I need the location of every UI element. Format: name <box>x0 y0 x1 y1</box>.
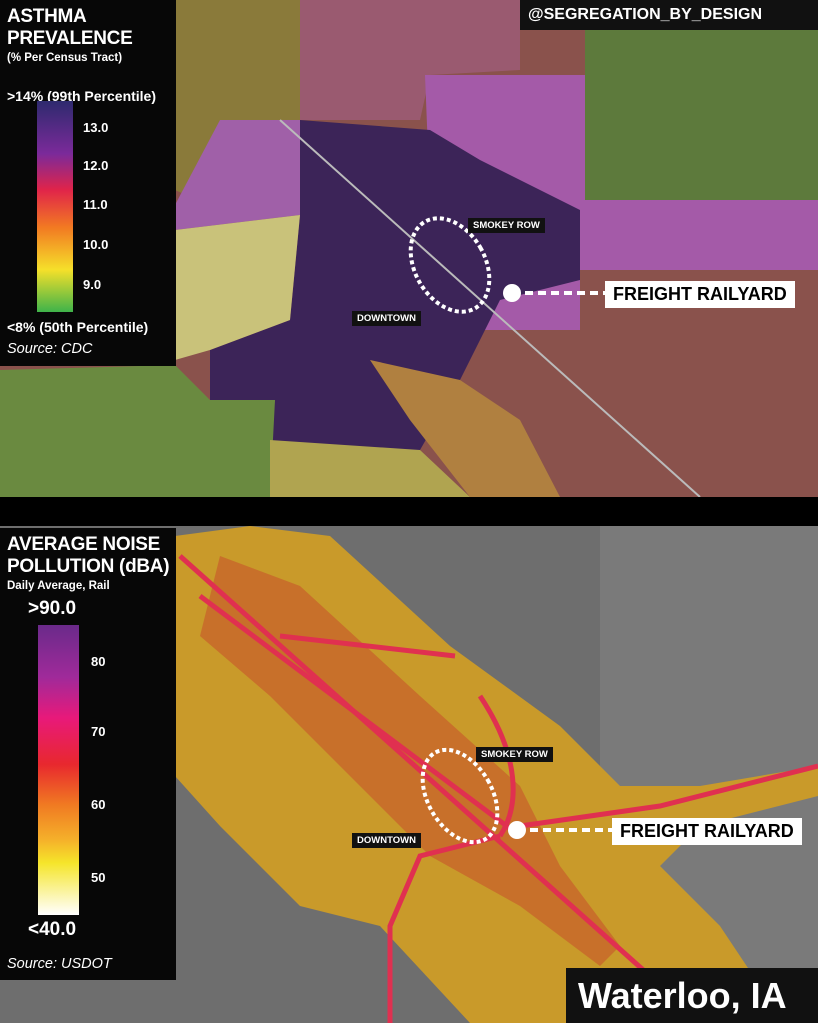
noise-map-graphic <box>0 526 818 1023</box>
tract-olive-s <box>270 440 470 497</box>
legend-colorbar <box>38 625 79 915</box>
tract-magenta-west <box>175 120 300 230</box>
noise-legend: AVERAGE NOISE POLLUTION (dBA) Daily Aver… <box>0 528 176 980</box>
tract-orange <box>370 360 560 497</box>
label-freight-railyard: FREIGHT RAILYARD <box>605 281 795 308</box>
legend-max: >14% (99th Percentile) <box>7 88 157 104</box>
legend-tick: 10.0 <box>83 237 109 252</box>
tract-yellow <box>175 215 300 360</box>
legend-tick: 11.0 <box>83 197 108 212</box>
legend-tick: 80 <box>91 654 106 669</box>
legend-tick: 13.0 <box>83 120 109 135</box>
legend-min: <8% (50th Percentile) <box>7 319 149 335</box>
legend-max: >90.0 <box>28 598 77 619</box>
label-downtown: DOWNTOWN <box>352 833 421 848</box>
railyard-ellipse <box>420 747 500 845</box>
legend-subtitle: Daily Average, Rail <box>7 580 110 592</box>
label-smokey-row: SMOKEY ROW <box>476 747 553 762</box>
asthma-legend: ASTHMA PREVALENCE (% Per Census Tract) >… <box>0 0 176 366</box>
legend-source: Source: CDC <box>7 341 93 357</box>
asthma-map: SMOKEY ROW DOWNTOWN FREIGHT RAILYARD <box>0 0 818 497</box>
label-freight-railyard: FREIGHT RAILYARD <box>612 818 802 845</box>
legend-tick: 70 <box>91 724 106 739</box>
asthma-map-graphic <box>0 0 818 497</box>
legend-colorbar <box>37 101 73 312</box>
tract-green-sw <box>0 365 275 497</box>
railyard-marker <box>503 284 521 302</box>
rail-line <box>279 119 701 497</box>
noise-map: SMOKEY ROW DOWNTOWN FREIGHT RAILYARD <box>0 526 818 1023</box>
legend-tick: 12.0 <box>83 158 109 173</box>
noise-rail-lines <box>178 554 818 1023</box>
legend-title: AVERAGE NOISE <box>7 534 161 555</box>
legend-tick: 50 <box>91 870 106 885</box>
label-downtown: DOWNTOWN <box>352 311 421 326</box>
legend-tick: 60 <box>91 797 106 812</box>
railyard-ellipse <box>408 216 492 314</box>
legend-min: <40.0 <box>28 919 77 940</box>
legend-source: Source: USDOT <box>7 956 112 972</box>
label-smokey-row: SMOKEY ROW <box>468 218 545 233</box>
legend-title: ASTHMA <box>7 6 87 27</box>
railyard-marker <box>508 821 526 839</box>
legend-title: POLLUTION (dBA) <box>7 556 170 577</box>
legend-tick: 9.0 <box>83 277 102 292</box>
tract-dark-purple <box>210 120 580 450</box>
city-title: Waterloo, IA <box>566 968 818 1023</box>
tract-pink-north <box>300 0 520 120</box>
handle-label: @SEGREGATION_BY_DESIGN <box>520 0 818 30</box>
legend-subtitle: (% Per Census Tract) <box>7 52 123 64</box>
tract-green <box>585 30 818 200</box>
legend-title: PREVALENCE <box>7 28 133 49</box>
